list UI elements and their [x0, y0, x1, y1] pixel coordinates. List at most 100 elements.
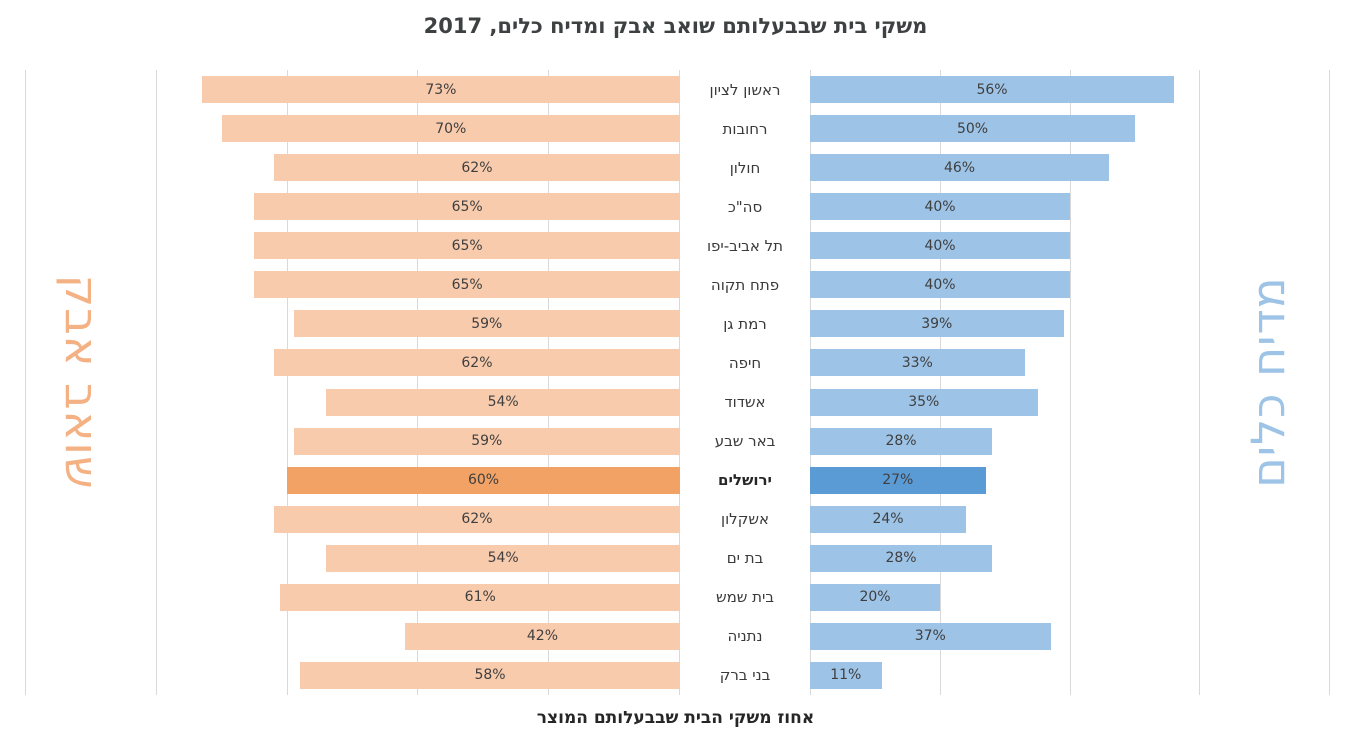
- vacuum-bar: 61%: [280, 583, 680, 611]
- vacuum-value-label: 65%: [451, 237, 483, 254]
- dishwasher-bar-cell: 33%: [810, 343, 1330, 383]
- vacuum-bar-cell: 60%: [25, 460, 680, 500]
- dishwasher-value-label: 33%: [901, 354, 933, 371]
- category-label: נתניה: [727, 627, 763, 646]
- vacuum-value-label: 62%: [461, 354, 493, 371]
- category-label: אשקלון: [721, 510, 769, 529]
- category-label: פתח תקוה: [710, 275, 780, 294]
- dishwasher-value-label: 40%: [924, 198, 956, 215]
- dishwasher-bar: 40%: [810, 193, 1070, 221]
- dishwasher-bar-cell: 50%: [810, 109, 1330, 149]
- chart-row: 70% רחובות 50%: [25, 109, 1330, 149]
- dishwasher-bar: 35%: [810, 388, 1038, 416]
- dishwasher-bar-cell: 56%: [810, 70, 1330, 110]
- chart-row: 59% רמת גן 39%: [25, 304, 1330, 344]
- vacuum-bar: 54%: [326, 544, 680, 572]
- chart-row: 65% תל אביב-יפו 40%: [25, 226, 1330, 266]
- dishwasher-bar: 37%: [810, 622, 1051, 650]
- dishwasher-value-label: 27%: [882, 472, 914, 489]
- vacuum-bar: 60%: [287, 466, 680, 494]
- vacuum-value-label: 73%: [425, 81, 457, 98]
- vacuum-bar: 42%: [404, 622, 680, 650]
- chart-row: 54% בת ים 28%: [25, 538, 1330, 578]
- dishwasher-bar-cell: 39%: [810, 304, 1330, 344]
- dishwasher-value-label: 39%: [921, 315, 953, 332]
- dishwasher-bar-cell: 28%: [810, 421, 1330, 461]
- category-label: ירושלים: [718, 471, 772, 490]
- dishwasher-bar-cell: 27%: [810, 460, 1330, 500]
- category-label: חולון: [729, 158, 761, 177]
- vacuum-bar-cell: 65%: [25, 187, 680, 227]
- vacuum-bar-cell: 42%: [25, 616, 680, 656]
- dishwasher-value-label: 28%: [885, 550, 917, 567]
- dishwasher-bar-cell: 28%: [810, 538, 1330, 578]
- vacuum-bar-cell: 65%: [25, 265, 680, 305]
- vacuum-bar: 62%: [273, 349, 680, 377]
- vacuum-bar-cell: 62%: [25, 499, 680, 539]
- category-label: אשדוד: [724, 393, 766, 412]
- chart-title: משקי בית שבבעלותם שואב אבק ומדיח כלים, 2…: [423, 14, 928, 38]
- chart-row: 62% חולון 46%: [25, 148, 1330, 188]
- vacuum-bar-cell: 54%: [25, 382, 680, 422]
- dishwasher-value-label: 46%: [943, 159, 976, 176]
- category-label: רמת גן: [723, 314, 767, 333]
- right-series-label: מדיח כלים: [1241, 276, 1295, 488]
- vacuum-value-label: 65%: [451, 276, 483, 293]
- dishwasher-bar-cell: 24%: [810, 499, 1330, 539]
- vacuum-bar-cell: 73%: [25, 70, 680, 110]
- vacuum-bar-cell: 62%: [25, 343, 680, 383]
- vacuum-bar-cell: 65%: [25, 226, 680, 266]
- category-label: באר שבע: [714, 432, 776, 451]
- vacuum-value-label: 65%: [451, 198, 483, 215]
- dishwasher-value-label: 56%: [976, 81, 1008, 98]
- chart-row: 65% סה"כ 40%: [25, 187, 1330, 227]
- dishwasher-bar-cell: 37%: [810, 616, 1330, 656]
- chart-row: 73% ראשון לציון 56%: [25, 70, 1330, 110]
- vacuum-value-label: 60%: [467, 472, 500, 489]
- dishwasher-bar: 20%: [810, 583, 940, 611]
- vacuum-value-label: 70%: [435, 120, 467, 137]
- vacuum-bar-cell: 70%: [25, 109, 680, 149]
- dishwasher-bar-cell: 46%: [810, 148, 1330, 188]
- vacuum-value-label: 54%: [487, 394, 519, 411]
- vacuum-value-label: 62%: [461, 159, 493, 176]
- dishwasher-bar: 40%: [810, 232, 1070, 260]
- vacuum-bar-cell: 59%: [25, 421, 680, 461]
- dishwasher-bar: 28%: [810, 427, 992, 455]
- vacuum-bar: 65%: [254, 193, 680, 221]
- vacuum-bar-cell: 54%: [25, 538, 680, 578]
- vacuum-bar-cell: 61%: [25, 577, 680, 617]
- chart-row: 62% אשקלון 24%: [25, 499, 1330, 539]
- chart-row: 54% אשדוד 35%: [25, 382, 1330, 422]
- vacuum-bar: 59%: [293, 427, 680, 455]
- vacuum-bar: 65%: [254, 271, 680, 299]
- category-label: חיפה: [728, 353, 762, 372]
- plot-area: 73% ראשון לציון 56% 70% רחובות 50% 62%: [25, 70, 1330, 695]
- dishwasher-value-label: 40%: [924, 276, 956, 293]
- vacuum-value-label: 62%: [461, 511, 493, 528]
- vacuum-bar: 62%: [273, 154, 680, 182]
- vacuum-bar-cell: 59%: [25, 304, 680, 344]
- rows: 73% ראשון לציון 56% 70% רחובות 50% 62%: [25, 70, 1330, 695]
- dishwasher-value-label: 11%: [830, 667, 862, 684]
- dishwasher-value-label: 40%: [924, 237, 956, 254]
- dishwasher-value-label: 20%: [859, 589, 891, 606]
- dishwasher-bar-cell: 40%: [810, 265, 1330, 305]
- category-label: בית שמש: [715, 588, 775, 607]
- category-label: רחובות: [722, 119, 768, 138]
- vacuum-value-label: 59%: [471, 315, 503, 332]
- dishwasher-bar: 56%: [810, 76, 1174, 104]
- vacuum-value-label: 54%: [487, 550, 519, 567]
- vacuum-bar-cell: 58%: [25, 655, 680, 695]
- dishwasher-value-label: 35%: [908, 394, 940, 411]
- dishwasher-value-label: 24%: [872, 511, 904, 528]
- dishwasher-bar-cell: 40%: [810, 187, 1330, 227]
- chart-row: 65% פתח תקוה 40%: [25, 265, 1330, 305]
- category-label: בת ים: [726, 549, 764, 568]
- chart-row: 58% בני ברק 11%: [25, 655, 1330, 695]
- dishwasher-bar: 28%: [810, 544, 992, 572]
- category-label: בני ברק: [719, 666, 771, 685]
- vacuum-value-label: 58%: [474, 667, 506, 684]
- dishwasher-value-label: 50%: [956, 120, 989, 137]
- dishwasher-value-label: 37%: [914, 628, 946, 645]
